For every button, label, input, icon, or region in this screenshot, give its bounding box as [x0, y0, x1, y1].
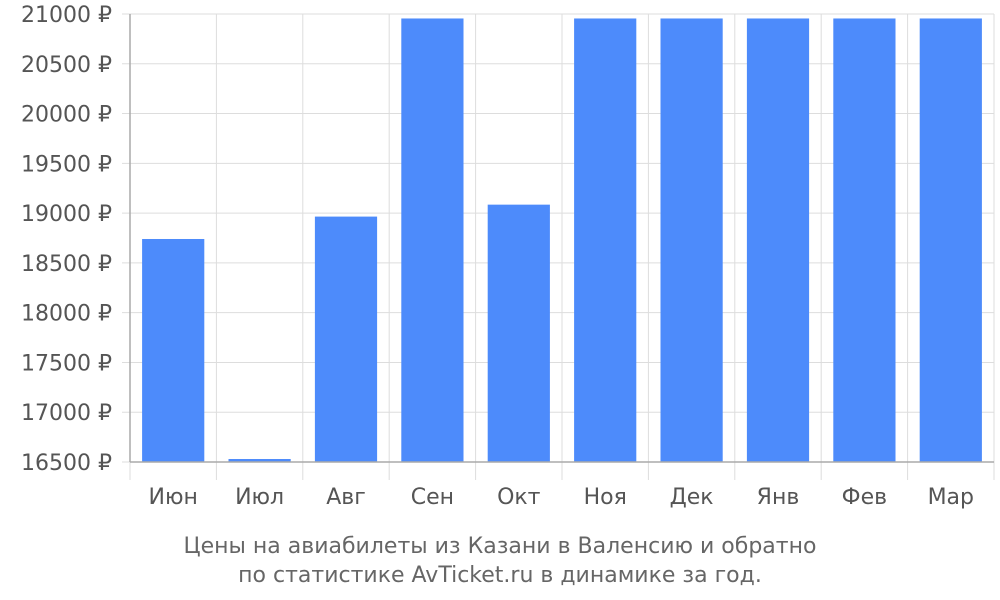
x-tick-labels: Июн Июл Авг Сен Окт Ноя Дек Янв Фев Мар [149, 485, 975, 510]
y-tick-label: 20500 ₽ [21, 53, 112, 78]
y-tick-labels: 16500 ₽ 17000 ₽ 17500 ₽ 18000 ₽ 18500 ₽ 19000… [21, 3, 112, 476]
x-tick-label: Фев [842, 485, 887, 510]
bar-8 [746, 18, 810, 462]
y-tick-label: 19000 ₽ [21, 202, 112, 227]
x-tick-label: Июл [235, 485, 284, 510]
y-tick-label: 16500 ₽ [21, 451, 112, 476]
axes [129, 14, 994, 463]
x-tick-label: Дек [670, 485, 714, 510]
y-tick-label: 17000 ₽ [21, 401, 112, 426]
bar-3 [314, 216, 378, 462]
bars [142, 18, 982, 462]
x-tick-label: Июн [149, 485, 198, 510]
bar-7 [660, 18, 723, 462]
bar-1 [142, 238, 205, 462]
y-tick-label: 20000 ₽ [21, 103, 112, 128]
x-tick-label: Мар [928, 485, 974, 510]
bar-2 [228, 459, 291, 462]
y-tick-label: 18500 ₽ [21, 252, 112, 277]
x-tick-label: Авг [326, 485, 366, 510]
y-tick-label: 21000 ₽ [21, 3, 112, 28]
bar-5 [487, 204, 550, 462]
x-tick-label: Сен [411, 485, 454, 510]
x-tick-label: Янв [757, 485, 800, 510]
chart-caption-line-1: Цены на авиабилеты из Казани в Валенсию … [183, 534, 817, 559]
bar-4 [401, 18, 464, 462]
y-tick-label: 19500 ₽ [21, 152, 112, 177]
x-tick-label: Окт [497, 485, 541, 510]
chart-caption-line-2: по статистике AvTicket.ru в динамике за … [238, 563, 762, 588]
bar-9 [833, 18, 896, 462]
x-tick-label: Ноя [584, 485, 627, 510]
y-tick-label: 17500 ₽ [21, 351, 112, 376]
bar-6 [574, 18, 637, 462]
bar-10 [919, 18, 982, 462]
y-tick-label: 18000 ₽ [21, 302, 112, 327]
